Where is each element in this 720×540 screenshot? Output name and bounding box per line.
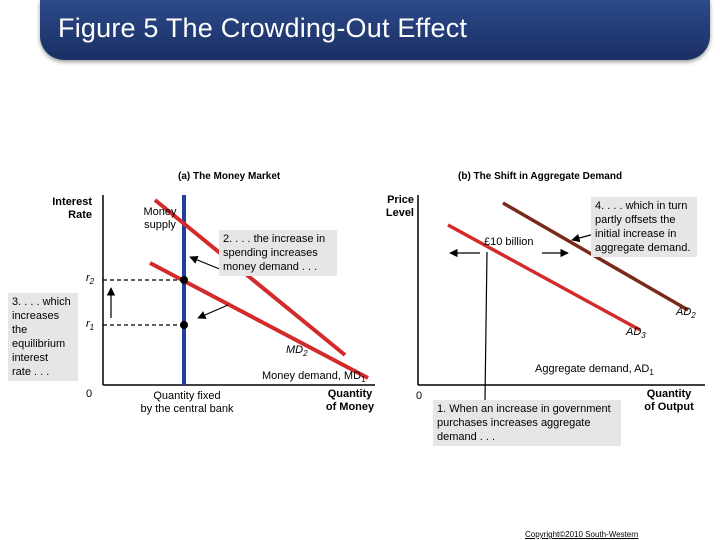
md2-curve xyxy=(153,198,347,357)
money-market-heading: (a) The Money Market xyxy=(178,171,281,182)
purchases-pointer xyxy=(484,251,488,401)
equilibrium-point-1 xyxy=(180,321,188,329)
interest-rate-note: 3. . . . which increases the equilibrium… xyxy=(8,293,78,381)
md-shift-arrow xyxy=(197,304,229,319)
offset-note: 4. . . . which in turn partly offsets th… xyxy=(591,197,697,257)
ad2-label: AD2 xyxy=(676,306,696,321)
money-market-x-label: Quantity of Money xyxy=(325,388,375,413)
title-bar: Figure 5 The Crowding-Out Effect xyxy=(40,0,710,60)
ad-heading: (b) The Shift in Aggregate Demand xyxy=(458,171,623,182)
md1-label: Money demand, MD1 xyxy=(262,370,366,385)
md-shift-arrow-2 xyxy=(189,255,223,271)
r1-label: r1 xyxy=(86,318,95,333)
ad-y-label: Price Level xyxy=(385,194,414,219)
equilibrium-point-2 xyxy=(180,276,188,284)
increase-money-demand-note: 2. . . . the increase in spending increa… xyxy=(219,230,337,276)
money-supply-label: Money supply xyxy=(143,206,177,231)
government-purchases-note: 1. When an increase in government purcha… xyxy=(433,400,621,446)
money-market-origin: 0 xyxy=(86,388,93,400)
slide-title: Figure 5 The Crowding-Out Effect xyxy=(58,13,468,43)
ad1-label: Aggregate demand, AD1 xyxy=(535,363,654,378)
ad-origin: 0 xyxy=(416,390,423,402)
money-market-y-label: Interest Rate xyxy=(52,196,92,221)
ad3-label: AD3 xyxy=(626,326,646,341)
md2-label: MD2 xyxy=(286,344,308,359)
ad3-curve xyxy=(447,223,641,332)
copyright: Copyright©2010 South-Western xyxy=(525,530,639,539)
quantity-fixed-label: Quantity fixed by the central bank xyxy=(140,390,234,415)
ad-x-label: Quantity of Output xyxy=(644,388,694,413)
r2-label: r2 xyxy=(86,272,95,287)
ten-billion-label: £10 billion xyxy=(484,236,534,248)
